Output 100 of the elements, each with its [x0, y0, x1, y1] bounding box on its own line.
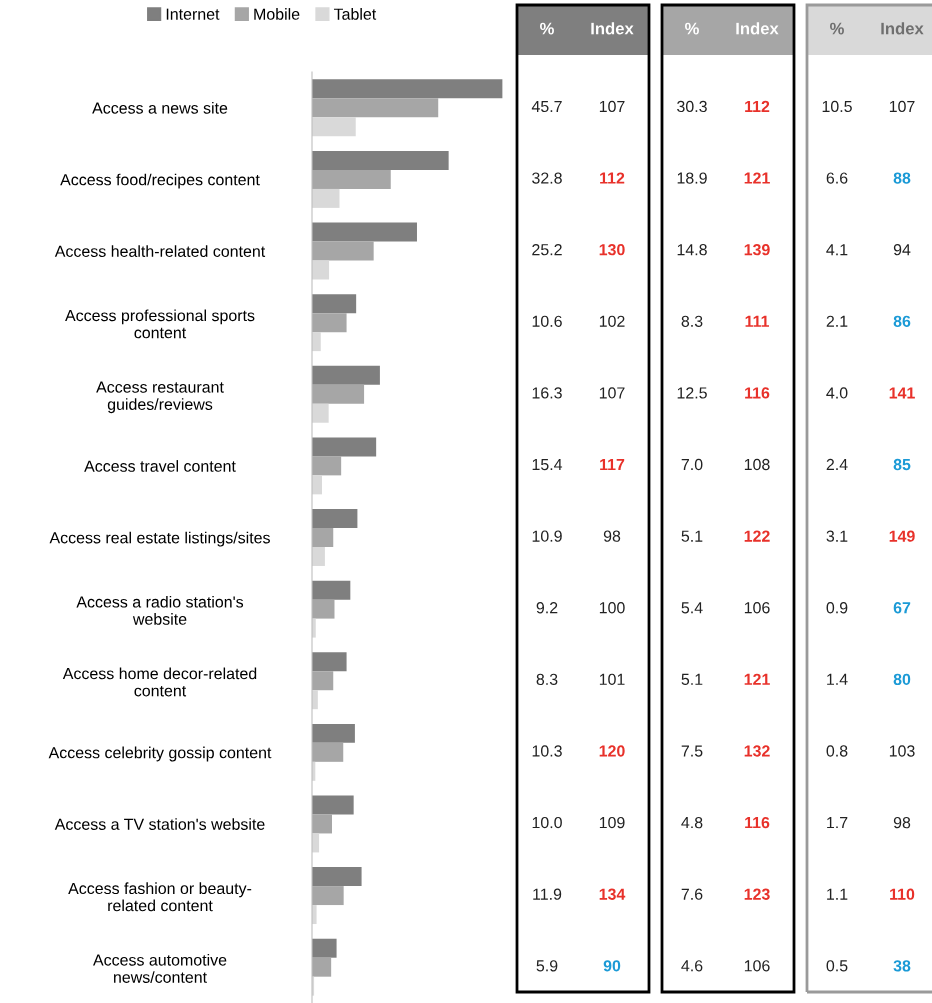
data-label: 15.4	[532, 459, 563, 471]
bar	[312, 795, 354, 815]
data-label: 7.6	[681, 888, 703, 900]
text: 132	[744, 745, 770, 757]
bar	[312, 723, 355, 743]
data-label: 10.9	[532, 530, 562, 542]
text: 106	[744, 602, 770, 614]
y-tick-label: Access fashion or beauty- related content	[68, 882, 252, 912]
text: 103	[889, 745, 915, 757]
data-label: 1.7	[827, 817, 848, 829]
y-tick-label: Access professional sports content	[65, 309, 255, 339]
bar	[312, 332, 321, 352]
bar	[312, 79, 503, 99]
data-label: 4.1	[826, 244, 848, 256]
y-tick-label: Access a radio station's website	[76, 595, 244, 625]
bar	[312, 886, 344, 906]
bar	[312, 169, 391, 189]
bar	[312, 599, 335, 619]
data-label: 6.6	[826, 172, 848, 184]
text: 98	[893, 816, 911, 829]
bar	[312, 742, 344, 762]
data-label: 1.1	[827, 888, 848, 900]
text: 106	[744, 960, 770, 972]
data-label: 4.8	[681, 816, 703, 829]
text: 112	[600, 172, 625, 184]
bar	[312, 814, 332, 834]
y-tick-label: Access a TV station's website	[54, 818, 265, 830]
data-label: 11.9	[533, 888, 562, 900]
text: 88	[893, 172, 911, 184]
bar	[312, 671, 334, 691]
data-label: 0.9	[826, 602, 848, 614]
bar	[312, 509, 358, 529]
text: 38	[893, 960, 911, 972]
data-label: 12.5	[677, 387, 707, 399]
bar	[312, 150, 449, 170]
text: %	[685, 22, 699, 35]
bar	[312, 384, 365, 404]
data-label: 2.4	[826, 458, 848, 471]
bar	[312, 403, 329, 423]
text: 86	[893, 315, 911, 327]
text: 117	[600, 459, 625, 471]
text: 101	[599, 673, 625, 686]
data-label: 14.8	[677, 244, 707, 256]
text: %	[540, 22, 554, 35]
data-label: 10.5	[822, 100, 852, 113]
data-label: 1.4	[827, 673, 848, 685]
data-label: 45.7	[531, 100, 562, 113]
data-label: 4.6	[681, 960, 703, 972]
text: 109	[599, 816, 625, 829]
y-tick-label: Access travel content	[84, 460, 236, 472]
bar	[312, 652, 347, 672]
bar	[312, 456, 342, 476]
data-label: 10.3	[532, 745, 562, 757]
text: 123	[744, 888, 770, 900]
text: 112	[745, 100, 770, 112]
bar	[312, 475, 322, 495]
data-label: 7.0	[681, 458, 703, 471]
text: 121	[744, 172, 770, 184]
text: 80	[893, 673, 911, 686]
y-tick-label: Access health-related content	[54, 245, 266, 257]
text: 116	[745, 387, 770, 399]
bar	[312, 546, 325, 566]
text: 107	[599, 387, 625, 399]
data-label: 18.9	[677, 172, 707, 184]
bar	[312, 528, 334, 547]
data-label: 10.6	[532, 315, 562, 327]
text: 141	[889, 387, 915, 399]
text: 110	[890, 888, 915, 900]
text: 116	[745, 816, 770, 829]
bar	[312, 188, 340, 208]
text: 90	[603, 960, 621, 972]
y-tick-label: Access celebrity gossip content	[48, 746, 272, 762]
legend-label: Mobile	[254, 8, 300, 20]
text: 107	[889, 100, 915, 113]
text: 120	[599, 745, 625, 757]
text: 149	[889, 530, 915, 542]
text: 121	[744, 673, 770, 685]
text: 98	[603, 530, 621, 542]
bar	[312, 580, 351, 600]
bar	[312, 260, 330, 280]
data-label: 32.8	[532, 172, 562, 184]
bar	[312, 957, 332, 977]
data-label: 2.1	[826, 315, 848, 327]
text: 139	[744, 244, 770, 256]
text: 107	[599, 100, 625, 113]
data-label: 16.3	[532, 387, 562, 399]
y-tick-label: Access restaurant guides/reviews	[96, 381, 224, 414]
data-label: 8.3	[536, 673, 558, 686]
text: 122	[744, 530, 770, 542]
y-tick-label: Access automotive news/content	[93, 953, 227, 983]
text: Index	[591, 22, 634, 35]
y-tick-label: Access food/recipes content	[60, 173, 260, 189]
data-label: 7.5	[681, 745, 703, 757]
text: %	[830, 22, 844, 35]
text: 134	[599, 888, 626, 900]
bar	[312, 365, 380, 385]
text: Index	[736, 22, 779, 35]
data-label: 30.3	[677, 100, 707, 113]
bar	[312, 98, 439, 118]
text: 108	[744, 458, 770, 471]
